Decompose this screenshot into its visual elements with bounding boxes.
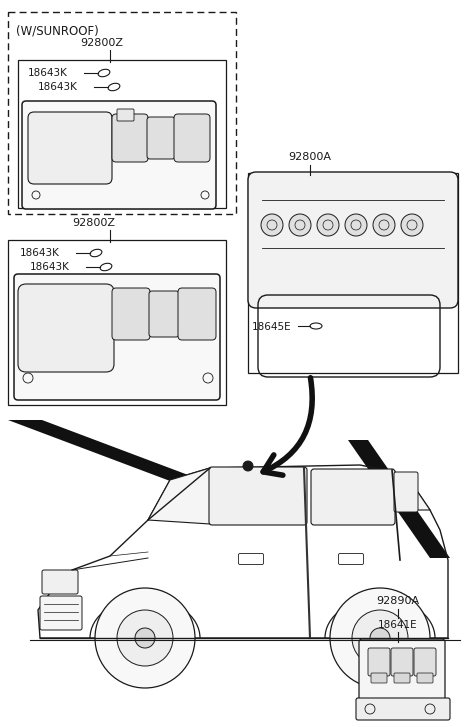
FancyBboxPatch shape	[40, 596, 82, 630]
FancyBboxPatch shape	[356, 698, 450, 720]
Bar	[18, 60, 226, 208]
FancyBboxPatch shape	[14, 274, 220, 400]
Circle shape	[243, 461, 253, 471]
Circle shape	[352, 610, 408, 666]
FancyBboxPatch shape	[117, 109, 134, 121]
FancyBboxPatch shape	[394, 472, 418, 512]
FancyBboxPatch shape	[371, 673, 387, 683]
FancyBboxPatch shape	[18, 284, 114, 372]
Polygon shape	[148, 468, 210, 524]
Circle shape	[370, 628, 390, 648]
Circle shape	[345, 214, 367, 236]
Circle shape	[135, 628, 155, 648]
Circle shape	[289, 214, 311, 236]
FancyBboxPatch shape	[368, 648, 390, 676]
FancyArrowPatch shape	[263, 378, 312, 475]
Text: (W/SUNROOF): (W/SUNROOF)	[16, 24, 99, 37]
Circle shape	[261, 214, 283, 236]
FancyBboxPatch shape	[149, 291, 179, 337]
Text: 18643K: 18643K	[38, 82, 78, 92]
Text: 18643K: 18643K	[28, 68, 68, 78]
Bar	[8, 12, 236, 214]
Text: 18645E: 18645E	[252, 322, 292, 332]
Text: 18643K: 18643K	[30, 262, 70, 272]
Bar	[8, 240, 226, 405]
Circle shape	[117, 610, 173, 666]
Text: 92800A: 92800A	[289, 152, 331, 162]
FancyBboxPatch shape	[391, 648, 413, 676]
Polygon shape	[395, 472, 430, 510]
FancyBboxPatch shape	[147, 117, 175, 159]
FancyBboxPatch shape	[112, 288, 150, 340]
Text: 92800Z: 92800Z	[80, 38, 123, 48]
FancyBboxPatch shape	[112, 114, 148, 162]
Circle shape	[317, 214, 339, 236]
FancyBboxPatch shape	[174, 114, 210, 162]
Text: 18641E: 18641E	[378, 620, 418, 630]
FancyBboxPatch shape	[359, 639, 445, 713]
FancyBboxPatch shape	[414, 648, 436, 676]
FancyBboxPatch shape	[42, 570, 78, 594]
FancyBboxPatch shape	[394, 673, 410, 683]
FancyBboxPatch shape	[209, 467, 307, 525]
Text: 92800Z: 92800Z	[72, 218, 115, 228]
Circle shape	[373, 214, 395, 236]
Circle shape	[401, 214, 423, 236]
FancyBboxPatch shape	[178, 288, 216, 340]
Text: 18643K: 18643K	[20, 248, 60, 258]
Circle shape	[330, 588, 430, 688]
FancyBboxPatch shape	[417, 673, 433, 683]
FancyBboxPatch shape	[28, 112, 112, 184]
FancyBboxPatch shape	[22, 101, 216, 209]
FancyBboxPatch shape	[311, 469, 395, 525]
Circle shape	[95, 588, 195, 688]
Polygon shape	[348, 440, 450, 558]
Text: 92890A: 92890A	[376, 596, 419, 606]
FancyBboxPatch shape	[248, 172, 458, 308]
Bar	[248, 173, 458, 373]
Polygon shape	[8, 420, 228, 490]
